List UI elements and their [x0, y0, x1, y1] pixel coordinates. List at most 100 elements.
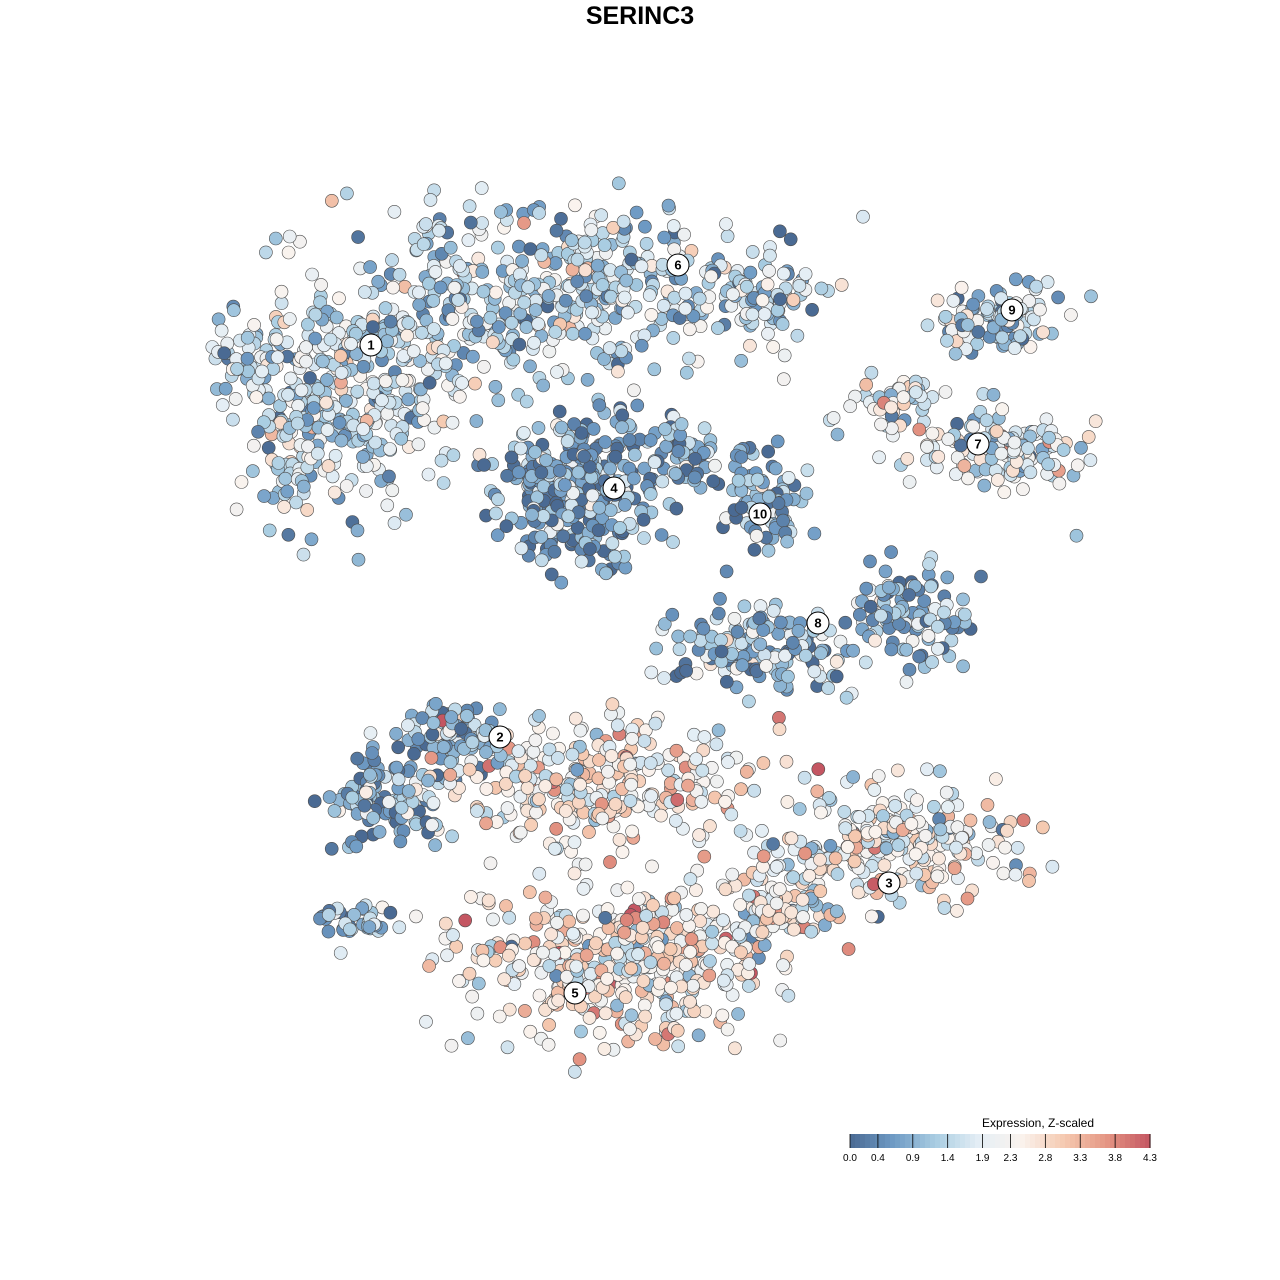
data-point	[823, 838, 838, 853]
data-point	[790, 328, 805, 343]
data-point	[937, 605, 951, 620]
data-point	[550, 915, 564, 930]
legend-color-step	[1135, 1134, 1141, 1148]
data-point	[576, 881, 591, 896]
data-point	[810, 784, 825, 799]
data-point	[310, 446, 325, 461]
data-point	[468, 376, 482, 391]
data-point	[542, 344, 557, 359]
data-point	[560, 434, 575, 449]
data-point	[436, 740, 451, 754]
data-point	[261, 440, 276, 455]
data-point	[734, 782, 748, 797]
data-point	[321, 459, 336, 473]
data-point	[795, 892, 810, 907]
data-point	[453, 259, 467, 273]
data-point	[807, 526, 822, 541]
legend-color-step	[1060, 1134, 1066, 1148]
data-point	[902, 475, 917, 489]
data-point	[251, 424, 265, 439]
data-point	[554, 575, 569, 590]
data-point	[733, 824, 748, 838]
data-point	[551, 993, 566, 1008]
data-point	[319, 395, 334, 410]
data-point	[902, 588, 916, 602]
data-point	[479, 782, 494, 796]
data-point	[315, 354, 330, 369]
data-point	[619, 913, 634, 927]
data-point	[421, 467, 436, 482]
data-point	[762, 264, 776, 278]
data-point	[499, 777, 513, 791]
data-point	[283, 371, 298, 386]
data-point	[580, 372, 595, 387]
data-point	[576, 908, 590, 923]
data-point	[445, 415, 460, 430]
data-point	[333, 349, 348, 363]
data-point	[776, 266, 791, 281]
data-point	[672, 642, 687, 657]
data-point	[605, 697, 620, 712]
data-point	[477, 359, 491, 374]
data-point	[422, 959, 436, 973]
data-point	[879, 841, 894, 856]
data-point	[592, 1026, 607, 1040]
data-point	[920, 762, 934, 777]
data-point	[296, 479, 311, 494]
data-point	[925, 426, 940, 441]
data-point	[627, 471, 641, 486]
data-point	[515, 254, 529, 268]
data-point	[797, 770, 812, 785]
data-point	[658, 422, 672, 436]
legend-color-step	[990, 1134, 996, 1148]
data-point	[638, 1009, 652, 1024]
data-point	[674, 417, 689, 431]
data-point	[452, 974, 466, 988]
data-point	[868, 633, 882, 648]
data-point	[638, 219, 652, 234]
data-point	[307, 794, 322, 809]
cluster-label-2: 2	[488, 725, 512, 749]
data-point	[974, 569, 988, 584]
data-point	[899, 675, 914, 689]
data-point	[446, 448, 461, 463]
data-point	[380, 498, 395, 513]
data-point	[908, 385, 923, 400]
data-point	[423, 193, 438, 207]
data-point	[780, 795, 795, 809]
data-point	[489, 285, 503, 300]
legend-ticks: 0.0 0.4 0.9 1.4 1.9 2.3 2.8 3.3 3.8 4.3	[843, 1134, 1157, 1164]
data-point	[1016, 482, 1030, 497]
data-point	[871, 769, 886, 783]
data-point	[227, 303, 241, 318]
data-point	[632, 892, 646, 906]
legend-color-step	[1115, 1134, 1121, 1148]
data-point	[544, 567, 559, 582]
data-point	[444, 1038, 459, 1053]
data-point	[731, 1007, 745, 1021]
data-point	[391, 740, 406, 755]
cluster-label-text: 2	[496, 730, 503, 745]
legend-color-step	[1005, 1134, 1011, 1148]
data-point	[262, 523, 277, 538]
cluster-label-badge	[1000, 298, 1024, 322]
data-point	[380, 406, 395, 421]
data-point	[608, 797, 623, 811]
legend-color-step	[1085, 1134, 1091, 1148]
data-point	[547, 544, 562, 559]
data-point	[666, 535, 680, 549]
data-point	[1051, 290, 1065, 305]
data-point	[525, 507, 539, 522]
data-point	[830, 427, 845, 442]
data-point	[481, 893, 496, 908]
data-point	[324, 194, 339, 208]
data-point	[846, 643, 860, 658]
data-point	[720, 1022, 735, 1037]
data-point	[549, 821, 564, 836]
data-point	[671, 1039, 686, 1054]
data-point	[776, 958, 790, 973]
data-point	[814, 281, 829, 296]
data-point	[382, 795, 396, 809]
data-point	[740, 279, 754, 294]
data-point	[634, 259, 649, 274]
